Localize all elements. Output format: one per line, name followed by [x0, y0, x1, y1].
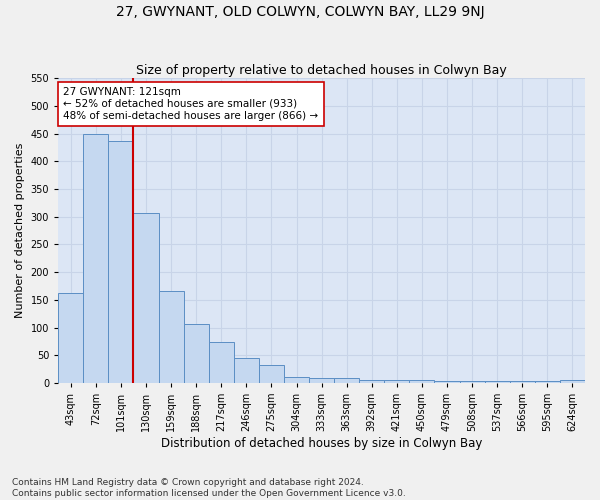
Title: Size of property relative to detached houses in Colwyn Bay: Size of property relative to detached ho… [136, 64, 507, 77]
Text: Contains HM Land Registry data © Crown copyright and database right 2024.
Contai: Contains HM Land Registry data © Crown c… [12, 478, 406, 498]
Bar [434, 380, 460, 383]
Bar [535, 380, 560, 383]
Bar [209, 342, 234, 383]
Bar [158, 291, 184, 383]
Bar [409, 380, 434, 383]
Bar [560, 380, 585, 383]
X-axis label: Distribution of detached houses by size in Colwyn Bay: Distribution of detached houses by size … [161, 437, 482, 450]
Bar [284, 377, 309, 383]
Bar [334, 378, 359, 383]
Bar [510, 380, 535, 383]
Text: 27 GWYNANT: 121sqm
← 52% of detached houses are smaller (933)
48% of semi-detach: 27 GWYNANT: 121sqm ← 52% of detached hou… [64, 88, 319, 120]
Bar [460, 380, 485, 383]
Bar [309, 378, 334, 383]
Bar [234, 358, 259, 383]
Bar [385, 380, 409, 383]
Bar [58, 293, 83, 383]
Bar [184, 324, 209, 383]
Bar [485, 380, 510, 383]
Bar [83, 134, 109, 383]
Bar [359, 380, 385, 383]
Y-axis label: Number of detached properties: Number of detached properties [15, 143, 25, 318]
Bar [259, 365, 284, 383]
Bar [133, 213, 158, 383]
Text: 27, GWYNANT, OLD COLWYN, COLWYN BAY, LL29 9NJ: 27, GWYNANT, OLD COLWYN, COLWYN BAY, LL2… [116, 5, 484, 19]
Bar [109, 141, 133, 383]
